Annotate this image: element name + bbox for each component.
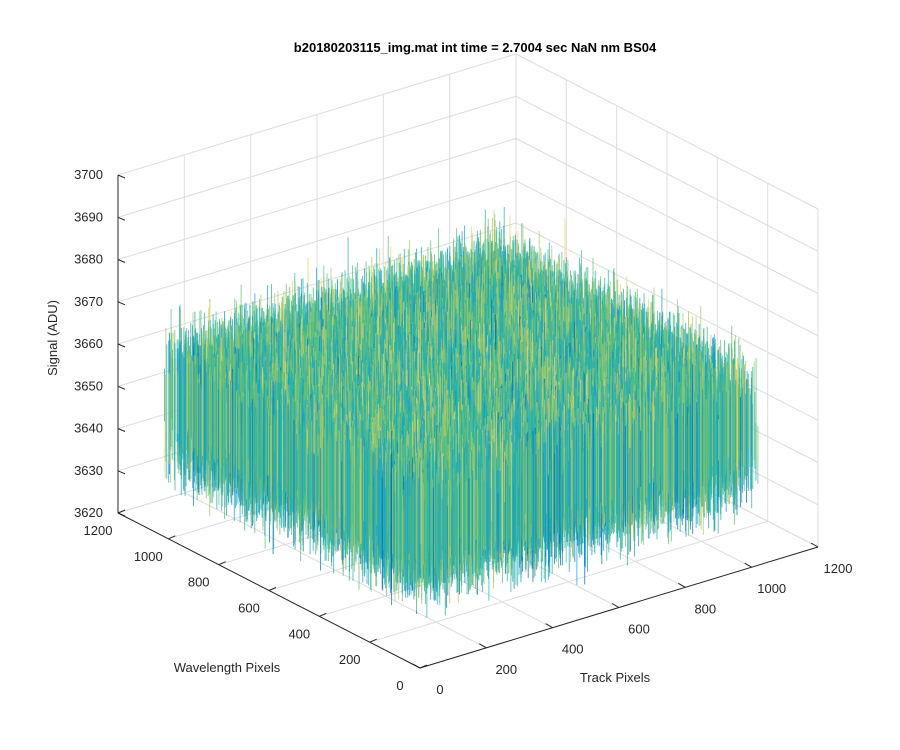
surface-layer <box>165 207 758 618</box>
